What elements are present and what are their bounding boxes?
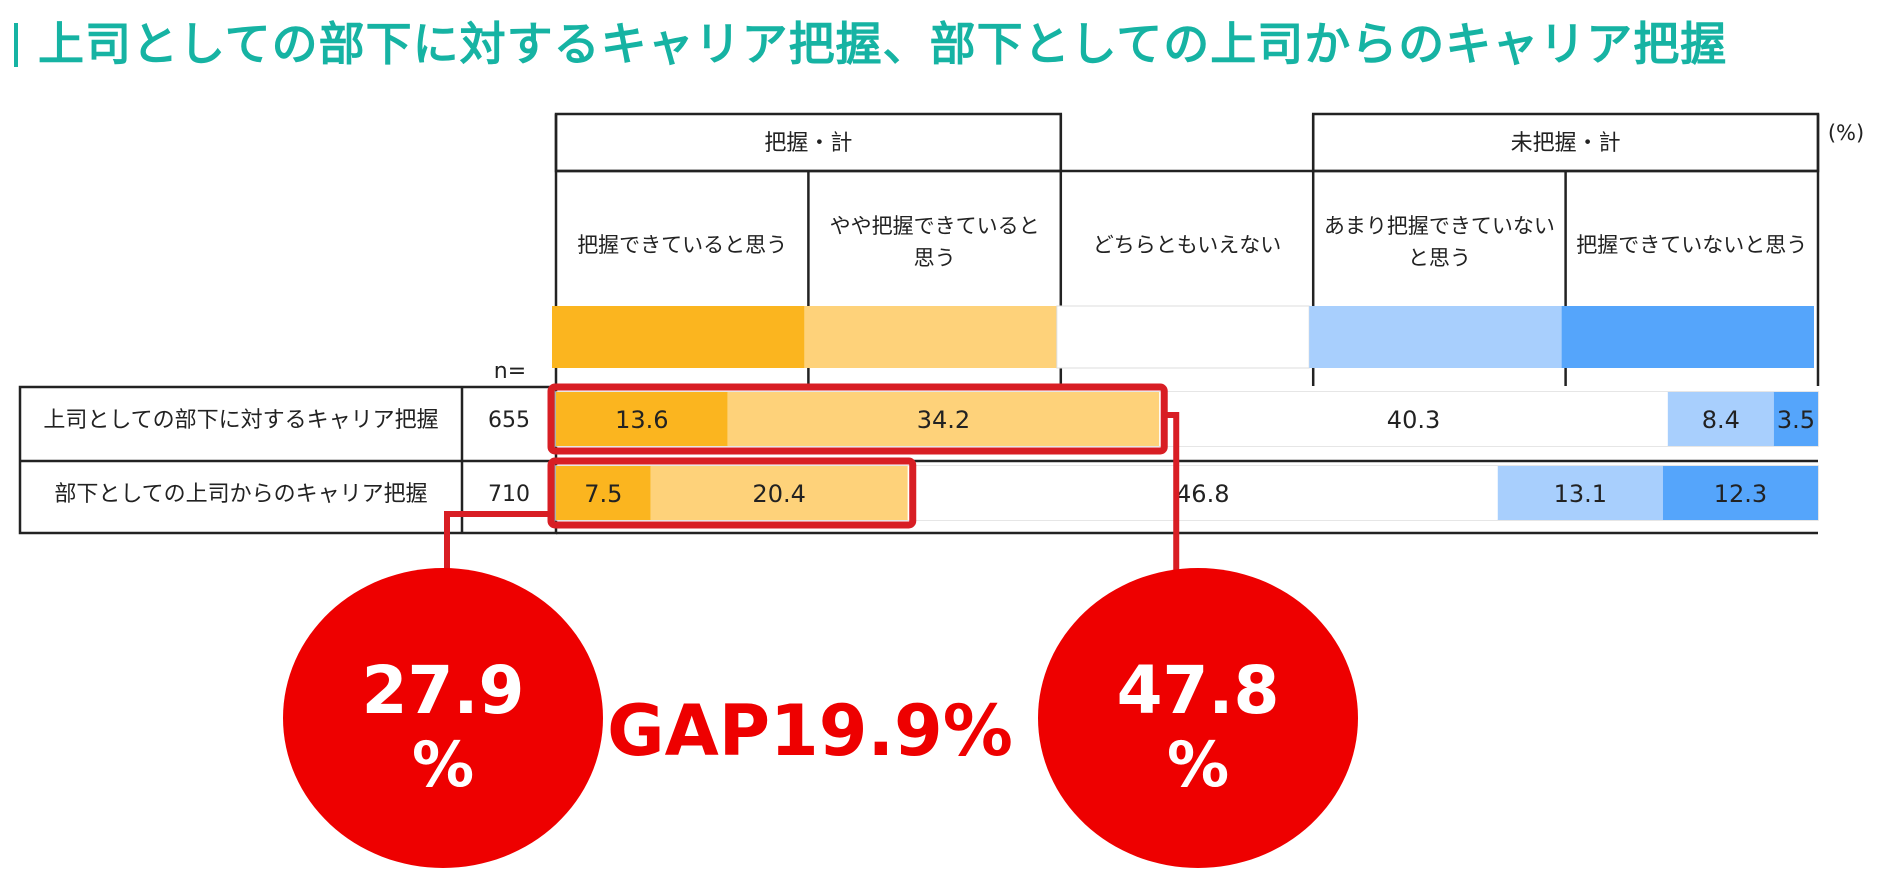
row-n-value: 655	[488, 408, 530, 433]
bar-segment	[1662, 466, 1818, 520]
connector-left	[444, 511, 551, 573]
callout-value-left: 27.9	[362, 652, 525, 729]
highlight-box	[547, 383, 1168, 455]
page-title: 上司としての部下に対するキャリア把握、部下としての上司からのキャリア把握	[14, 14, 1864, 74]
legend-swatch	[1056, 305, 1310, 369]
bar-value-label: 13.1	[1554, 480, 1607, 508]
callout-circle-left	[283, 568, 603, 868]
bar-segment	[907, 466, 1498, 520]
bar-segment	[556, 392, 728, 446]
page-title-text: 上司としての部下に対するキャリア把握、部下としての上司からのキャリア把握	[38, 17, 1728, 71]
connector-right	[1164, 412, 1180, 573]
series-header-label: 思う	[914, 246, 956, 270]
gap-label: GAP19.9%	[607, 690, 1013, 772]
highlight-box	[547, 457, 917, 529]
bar-segment	[1773, 392, 1818, 446]
row-label: 部下としての上司からのキャリア把握	[54, 482, 427, 507]
n-label: n=	[494, 359, 526, 384]
row-n-value: 710	[488, 482, 530, 507]
unit-label: (%)	[1828, 121, 1864, 145]
legend-swatch	[1561, 306, 1814, 368]
bar-segment	[727, 392, 1160, 446]
bar-segment	[1667, 392, 1774, 446]
bar-value-label: 3.5	[1777, 406, 1815, 434]
series-header-label: あまり把握できていない	[1324, 214, 1555, 238]
callout-circle-right	[1038, 568, 1358, 868]
bar-value-label: 8.4	[1702, 406, 1740, 434]
bar-value-label: 46.8	[1176, 480, 1229, 508]
bar-value-label: 12.3	[1714, 480, 1767, 508]
series-header-label: と思う	[1408, 246, 1471, 270]
bar-value-label: 20.4	[752, 480, 805, 508]
legend-swatch	[1309, 306, 1562, 368]
legend: n=	[494, 305, 1814, 384]
bar-segment	[650, 466, 908, 520]
callout-value-right: 47.8	[1117, 652, 1280, 729]
series-header-label: どちらともいえない	[1093, 233, 1282, 257]
data-rows: 上司としての部下に対するキャリア把握 655 13.6 34.2 40.3 8.4 3.5 部…	[18, 385, 1819, 535]
callouts: 27.9%47.8%GAP19.9%	[283, 383, 1358, 868]
callout-unit-right: %	[1167, 728, 1229, 801]
group-header-right: 未把握・計	[1511, 131, 1621, 156]
title-accent-bar	[14, 23, 18, 67]
series-header-label: やや把握できていると	[830, 214, 1040, 238]
series-header-label: 把握できていると思う	[577, 233, 787, 257]
bar-segment	[1159, 392, 1668, 446]
bar-value-label: 7.5	[584, 480, 622, 508]
group-header-left: 把握・計	[764, 131, 852, 156]
bar-value-label: 13.6	[615, 406, 668, 434]
series-header-label: 把握できていないと思う	[1576, 233, 1807, 257]
bar-value-label: 40.3	[1387, 406, 1440, 434]
callout-unit-left: %	[412, 728, 474, 801]
legend-swatch	[804, 306, 1057, 368]
bar-segment	[556, 466, 651, 520]
bar-segment	[1497, 466, 1663, 520]
bar-value-label: 34.2	[917, 406, 970, 434]
row-label: 上司としての部下に対するキャリア把握	[43, 408, 438, 433]
legend-swatch	[552, 306, 805, 368]
